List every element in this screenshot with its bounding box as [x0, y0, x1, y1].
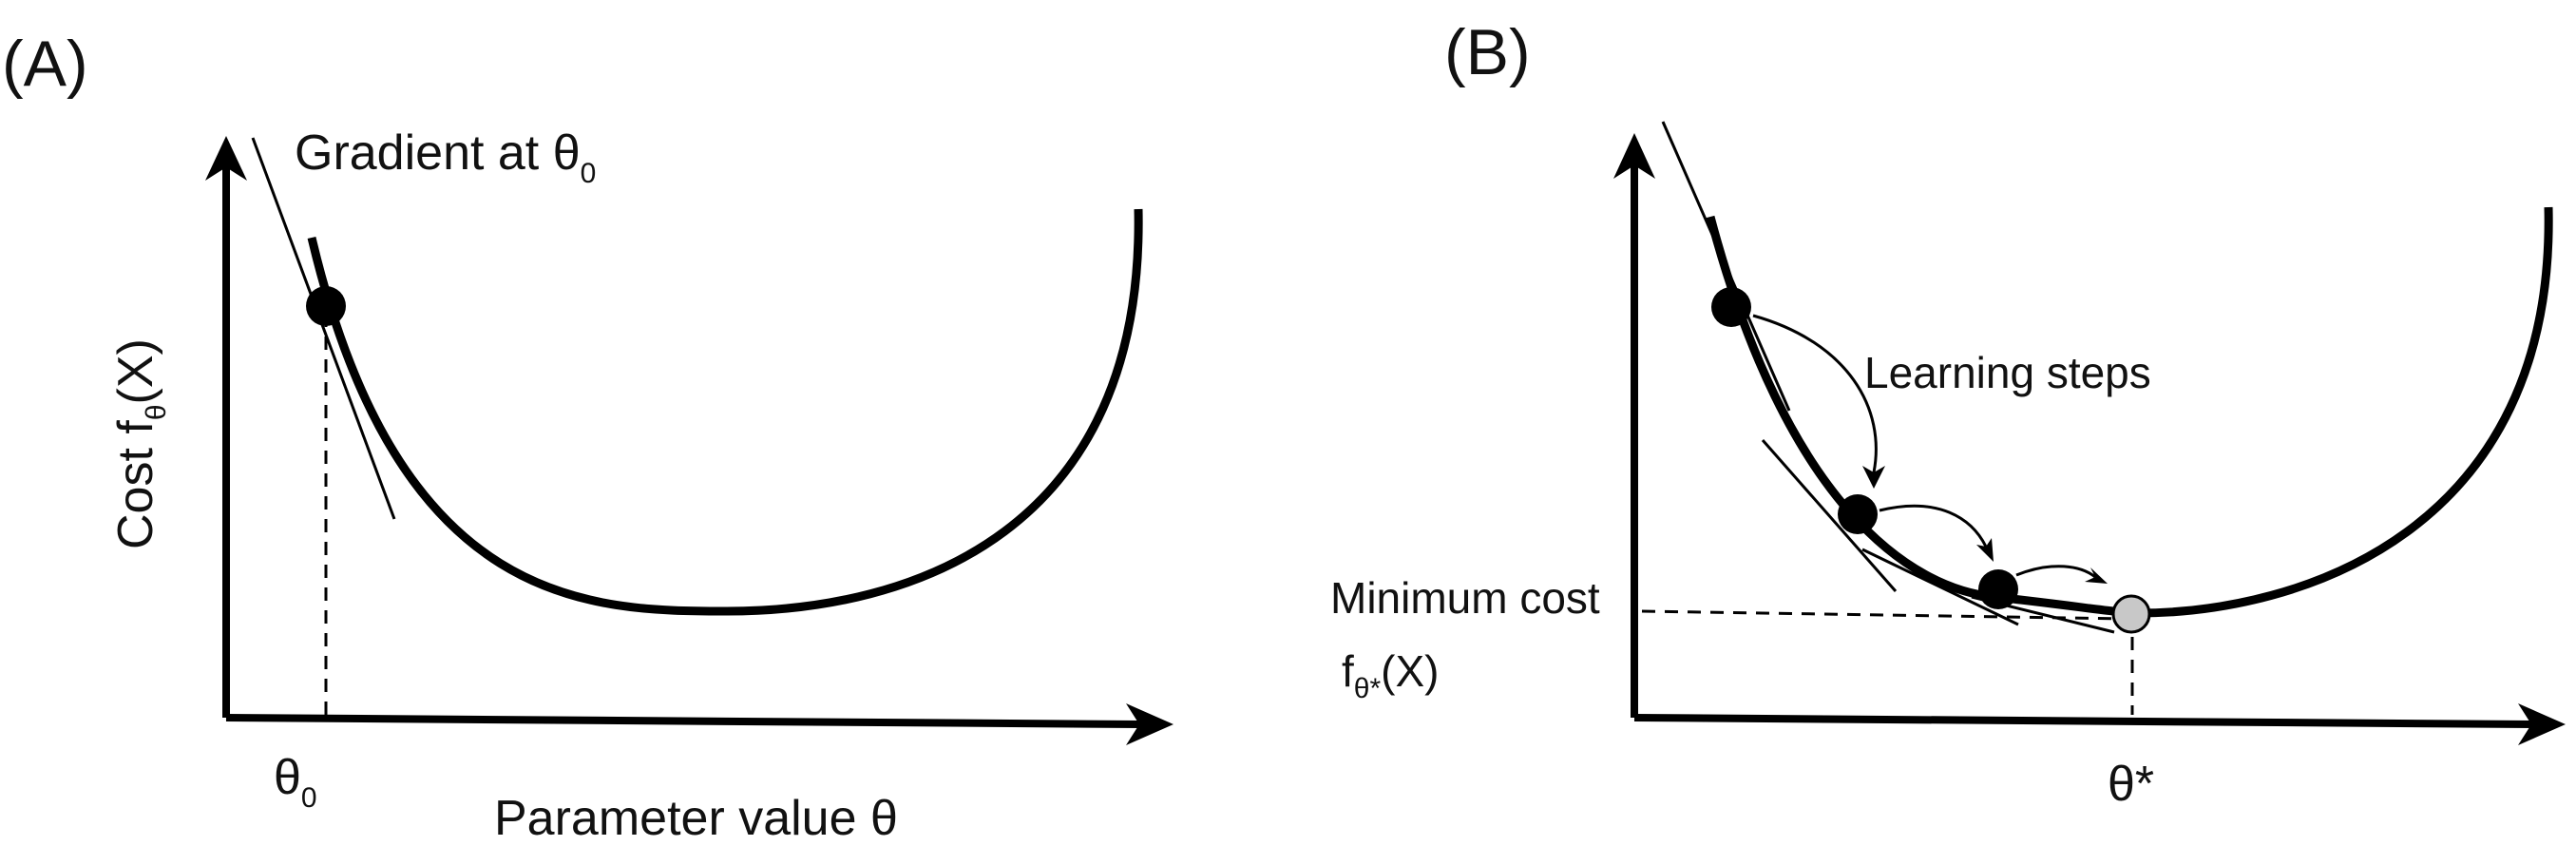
panel-b-minimum-cost-function-label: fθ*(X)	[1342, 646, 1439, 704]
panel-b-step-arrow-2-head	[1976, 538, 1994, 562]
panel-a-gradient-tangent	[251, 137, 396, 520]
panel-b-step-arrow-3-head	[2085, 567, 2108, 584]
panel-b-tangent-1	[1661, 121, 1791, 412]
panel-b-label: (B)	[1444, 16, 1531, 88]
panel-a-gradient-label: Gradient at θ0	[295, 125, 596, 189]
panel-b-step-point-3	[1978, 569, 2018, 609]
panel-a-y-axis-label: Cost fθ(X)	[108, 338, 172, 549]
panel-a-label: (A)	[2, 28, 88, 100]
panel-b-tangent-2	[1761, 439, 1898, 592]
panel-b-step-arrow-3	[2015, 565, 2096, 579]
panel-b-tangent-3	[1861, 548, 2019, 626]
panel-b-step-arrow-1-head	[1862, 466, 1885, 489]
panel-a-y-axis-arrowhead	[205, 136, 247, 181]
panel-b-theta-star-label: θ*	[2108, 757, 2154, 812]
panel-b-step-arrow-2	[1879, 504, 1988, 548]
panel-a-x-axis	[225, 714, 1141, 728]
panel-a-x-axis-label: Parameter value θ	[494, 791, 898, 846]
panel-b-cost-curve	[1706, 206, 2553, 618]
panel-a-x-axis-arrowhead	[1126, 703, 1174, 745]
panel-a-theta0-label: θ0	[274, 750, 317, 814]
panel-b-step-point-1	[1711, 287, 1751, 327]
panel-b-step-arrow-1	[1752, 314, 1878, 473]
panel-b-learning-steps-label: Learning steps	[1864, 348, 2151, 397]
panel-b-y-axis-arrowhead	[1613, 133, 1655, 179]
panel-b-x-axis	[1633, 714, 2534, 728]
panel-b-minimum-cost-label: Minimum cost	[1330, 573, 1600, 623]
panel-b-step-point-2	[1838, 494, 1878, 534]
panel-b-optimum-point	[2111, 594, 2151, 634]
panel-a: (A) Gradient at θ0 θ0 Parameter value θ …	[2, 28, 1174, 846]
panel-b: (B) Learning steps Minimum cost fθ*(X)	[1330, 16, 2566, 812]
panel-b-x-axis-arrowhead	[2518, 703, 2566, 745]
panel-a-cost-curve	[307, 208, 1143, 616]
panel-a-start-point	[306, 286, 346, 326]
panel-b-min-cost-dashed-line	[1641, 609, 2126, 621]
